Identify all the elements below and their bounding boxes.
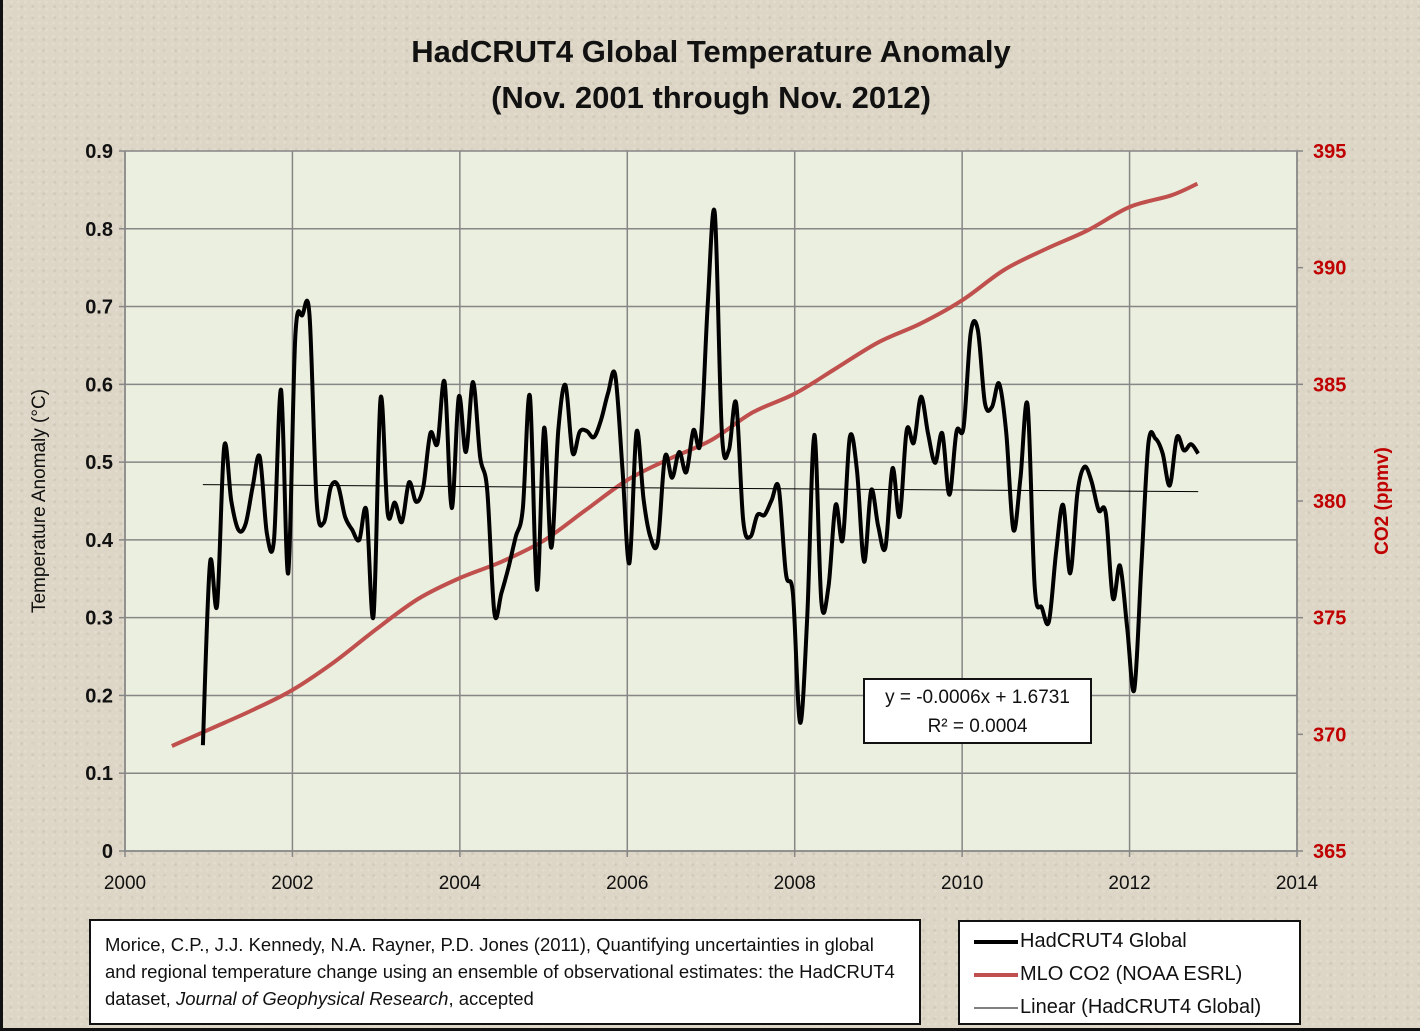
y-tick-label: 0.6: [85, 374, 113, 396]
y2-tick-label: 395: [1313, 141, 1346, 163]
y-tick-label: 0: [102, 841, 113, 863]
y2-tick-label: 380: [1313, 491, 1346, 513]
y-tick-label: 0.7: [85, 297, 113, 319]
x-tick-label: 2004: [439, 873, 482, 894]
y2-tick-label: 365: [1313, 841, 1346, 863]
y2-tick-label: 385: [1313, 374, 1346, 396]
trendline-equation-box: y = -0.0006x + 1.6731 R² = 0.0004: [863, 678, 1092, 744]
legend-label: Linear (HadCRUT4 Global): [1020, 996, 1262, 1018]
citation-journal: Journal of Geophysical Research: [170, 988, 449, 1009]
y-tick-label: 0.4: [85, 530, 114, 552]
r-squared: R² = 0.0004: [927, 716, 1028, 737]
legend-item-co2: MLO CO2 (NOAA ESRL): [974, 958, 1299, 991]
y2-axis-label: CO2 (ppmv): [1372, 447, 1393, 555]
chart-title-line-1: HadCRUT4 Global Temperature Anomaly: [411, 34, 1011, 69]
x-tick-label: 2002: [271, 873, 313, 894]
y-tick-label: 0.1: [85, 763, 113, 785]
legend: HadCRUT4 Global MLO CO2 (NOAA ESRL) Line…: [958, 920, 1301, 1025]
y2-tick-label: 370: [1313, 724, 1346, 746]
legend-label: MLO CO2 (NOAA ESRL): [1020, 963, 1243, 985]
trendline-equation: y = -0.0006x + 1.6731: [885, 687, 1070, 708]
y2-tick-label: 375: [1313, 608, 1346, 630]
x-tick-label: 2012: [1108, 873, 1150, 894]
x-tick-label: 2010: [941, 873, 983, 894]
y-axis-label: Temperature Anomaly (°C): [29, 389, 50, 613]
y2-tick-label: 390: [1313, 258, 1346, 280]
x-tick-label: 2000: [104, 873, 146, 894]
x-tick-label: 2006: [606, 873, 648, 894]
legend-item-hadcrut4: HadCRUT4 Global: [974, 925, 1299, 958]
x-tick-label: 2008: [774, 873, 816, 894]
chart-title-line-2: (Nov. 2001 through Nov. 2012): [491, 80, 931, 115]
y-tick-label: 0.9: [85, 141, 113, 163]
legend-label: HadCRUT4 Global: [1020, 930, 1187, 952]
legend-item-linear: Linear (HadCRUT4 Global): [974, 991, 1299, 1024]
y-tick-label: 0.5: [85, 452, 113, 474]
hadcrut4-series-line: [200, 207, 1200, 746]
y-tick-label: 0.3: [85, 608, 113, 630]
legend-swatch-red: [974, 972, 1018, 977]
x-tick-label: 2014: [1276, 873, 1319, 894]
citation-text: Morice, C.P., J.J. Kennedy, N.A. Rayner,…: [105, 934, 895, 1009]
legend-swatch-black-thick: [974, 939, 1018, 944]
citation-suffix: , accepted: [448, 988, 534, 1009]
citation-box: Morice, C.P., J.J. Kennedy, N.A. Rayner,…: [89, 919, 921, 1025]
y-tick-label: 0.8: [85, 219, 113, 241]
y-tick-label: 0.2: [85, 685, 113, 707]
legend-swatch-black-thin: [974, 1007, 1018, 1008]
